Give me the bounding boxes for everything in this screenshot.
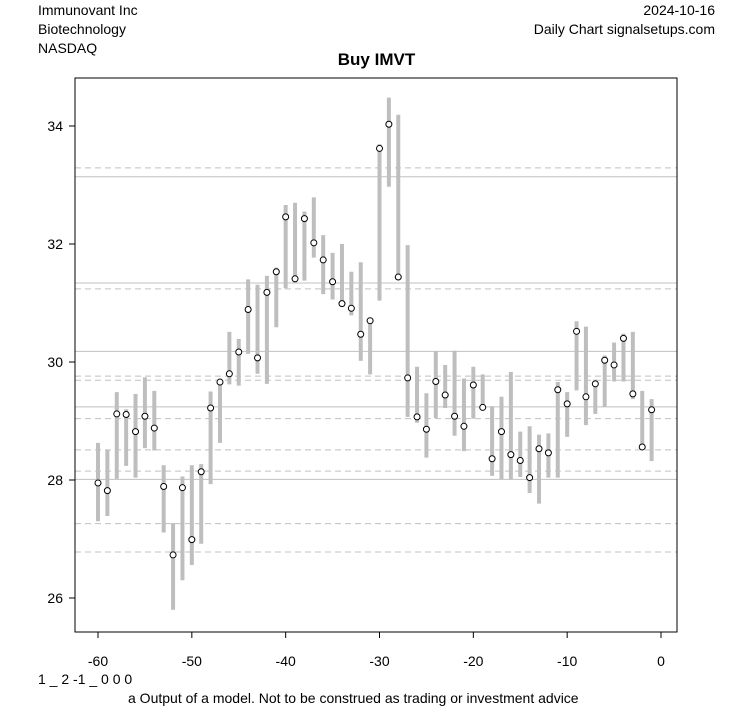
y-tick-label: 30 <box>47 354 63 370</box>
close-point <box>225 370 233 378</box>
close-point <box>103 487 111 495</box>
close-point <box>272 268 280 276</box>
close-point <box>648 406 656 414</box>
exchange: NASDAQ <box>38 40 98 56</box>
close-point <box>535 445 543 453</box>
close-point <box>582 393 590 401</box>
chart-source: Daily Chart signalsetups.com <box>533 21 715 37</box>
y-tick-label: 28 <box>47 472 63 488</box>
close-point <box>132 428 140 436</box>
company-name: Immunovant Inc <box>38 2 138 18</box>
close-point <box>197 468 205 476</box>
close-point <box>629 390 637 398</box>
close-point <box>207 404 215 412</box>
close-point <box>235 348 243 356</box>
close-point <box>432 377 440 385</box>
close-point <box>376 144 383 152</box>
x-tick-label: -40 <box>276 653 296 669</box>
x-tick-label: -20 <box>463 653 483 669</box>
x-tick-label: -30 <box>369 653 389 669</box>
close-point <box>469 381 477 389</box>
close-point <box>319 256 327 264</box>
close-point <box>122 411 130 419</box>
close-point <box>216 378 224 386</box>
close-point <box>488 455 496 463</box>
x-tick-label: -10 <box>557 653 577 669</box>
close-point <box>610 361 618 369</box>
close-point <box>601 356 609 364</box>
chart-date: 2024-10-16 <box>643 2 715 18</box>
close-point <box>544 449 552 457</box>
close-point <box>366 317 374 325</box>
close-point <box>178 484 186 492</box>
close-point <box>310 239 318 247</box>
close-point <box>150 424 158 432</box>
close-point <box>497 428 505 436</box>
close-point <box>329 278 337 286</box>
close-point <box>507 451 515 459</box>
close-point <box>573 327 581 335</box>
disclaimer: a Output of a model. Not to be construed… <box>128 690 579 706</box>
close-point <box>385 120 393 128</box>
close-point <box>160 482 168 490</box>
y-tick-label: 34 <box>47 118 63 134</box>
close-point <box>347 304 355 312</box>
close-point <box>291 275 299 283</box>
close-point <box>282 213 290 221</box>
close-point <box>516 457 524 465</box>
chart-title: Buy IMVT <box>337 50 416 69</box>
close-point <box>563 400 571 408</box>
x-tick-label: -60 <box>88 653 108 669</box>
x-tick-label: 0 <box>657 653 665 669</box>
close-point <box>619 334 627 342</box>
close-point <box>394 273 402 281</box>
plot-frame <box>74 77 678 633</box>
close-point <box>404 374 412 382</box>
close-point <box>357 330 365 338</box>
y-tick-label: 32 <box>47 236 63 252</box>
close-point <box>413 413 421 421</box>
close-point <box>94 479 102 487</box>
close-point <box>141 412 149 420</box>
close-point <box>479 403 487 411</box>
close-point <box>188 536 196 544</box>
close-point <box>300 215 308 223</box>
model-code: 1 _ 2 -1 _ 0 0 0 <box>38 671 133 687</box>
close-point <box>422 425 430 433</box>
close-point <box>263 288 271 296</box>
sector: Biotechnology <box>38 21 126 37</box>
x-tick-label: -50 <box>182 653 202 669</box>
close-point <box>113 410 121 418</box>
close-point <box>451 412 459 420</box>
close-point <box>591 380 599 388</box>
close-point <box>338 300 346 308</box>
close-point <box>460 422 468 430</box>
close-point <box>169 551 177 559</box>
close-point <box>254 354 262 362</box>
close-point <box>526 474 534 482</box>
close-point <box>441 391 449 399</box>
close-point <box>244 305 252 313</box>
y-tick-label: 26 <box>47 590 63 606</box>
close-point <box>638 443 646 451</box>
close-point <box>554 386 562 394</box>
